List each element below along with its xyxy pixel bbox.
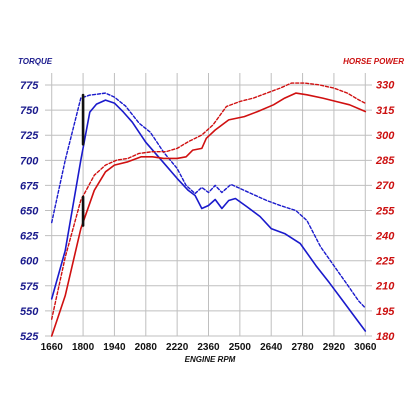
x-tick-label-6: 2500 [229, 342, 252, 353]
x-tick-label-9: 2920 [323, 342, 346, 353]
right-tick-label-9: 315 [376, 105, 395, 117]
right-tick-label-3: 225 [375, 256, 395, 268]
left-tick-label-2: 575 [20, 281, 39, 293]
x-tick-label-10: 3060 [354, 342, 377, 353]
x-tick-label-0: 1660 [41, 342, 64, 353]
left-tick-label-9: 750 [20, 105, 39, 117]
right-tick-label-8: 300 [376, 130, 395, 142]
x-tick-label-7: 2640 [260, 342, 283, 353]
left-tick-label-4: 625 [20, 231, 39, 243]
left-tick-label-10: 775 [20, 80, 39, 92]
left-tick-label-0: 525 [20, 331, 39, 343]
left-tick-label-1: 550 [20, 306, 39, 318]
x-tick-label-3: 2080 [135, 342, 158, 353]
left-axis-title: TORQUE [18, 57, 53, 66]
right-tick-label-4: 240 [375, 230, 395, 242]
left-tick-label-5: 650 [20, 206, 39, 218]
right-tick-label-10: 330 [376, 80, 395, 92]
right-tick-label-0: 180 [376, 331, 395, 343]
x-tick-label-5: 2360 [197, 342, 220, 353]
right-axis-title: HORSE POWER [343, 57, 404, 66]
x-axis-title: ENGINE RPM [185, 355, 236, 364]
series-group [50, 82, 367, 337]
torque-dashed-line [51, 92, 366, 309]
x-tick-label-1: 1800 [72, 342, 95, 353]
left-tick-label-3: 600 [20, 256, 39, 268]
right-tick-label-7: 285 [375, 155, 395, 167]
left-tick-label-6: 675 [20, 180, 39, 192]
horsepower-dashed-line [51, 82, 366, 320]
right-tick-label-5: 255 [375, 205, 395, 217]
right-tick-label-1: 195 [376, 306, 395, 318]
x-tick-label-2: 1940 [103, 342, 126, 353]
left-tick-label-7: 700 [20, 155, 39, 167]
x-tick-label-4: 2220 [166, 342, 189, 353]
right-tick-label-6: 270 [375, 180, 395, 192]
right-tick-label-2: 210 [375, 281, 395, 293]
left-tick-label-8: 725 [20, 130, 39, 142]
torque-solid-line [50, 99, 367, 332]
tick-labels: 1660 1800 1940 2080 2220 2360 2500 2640 2780 2920… [20, 80, 395, 353]
x-tick-label-8: 2780 [291, 342, 314, 353]
horsepower-solid-line [50, 92, 367, 337]
